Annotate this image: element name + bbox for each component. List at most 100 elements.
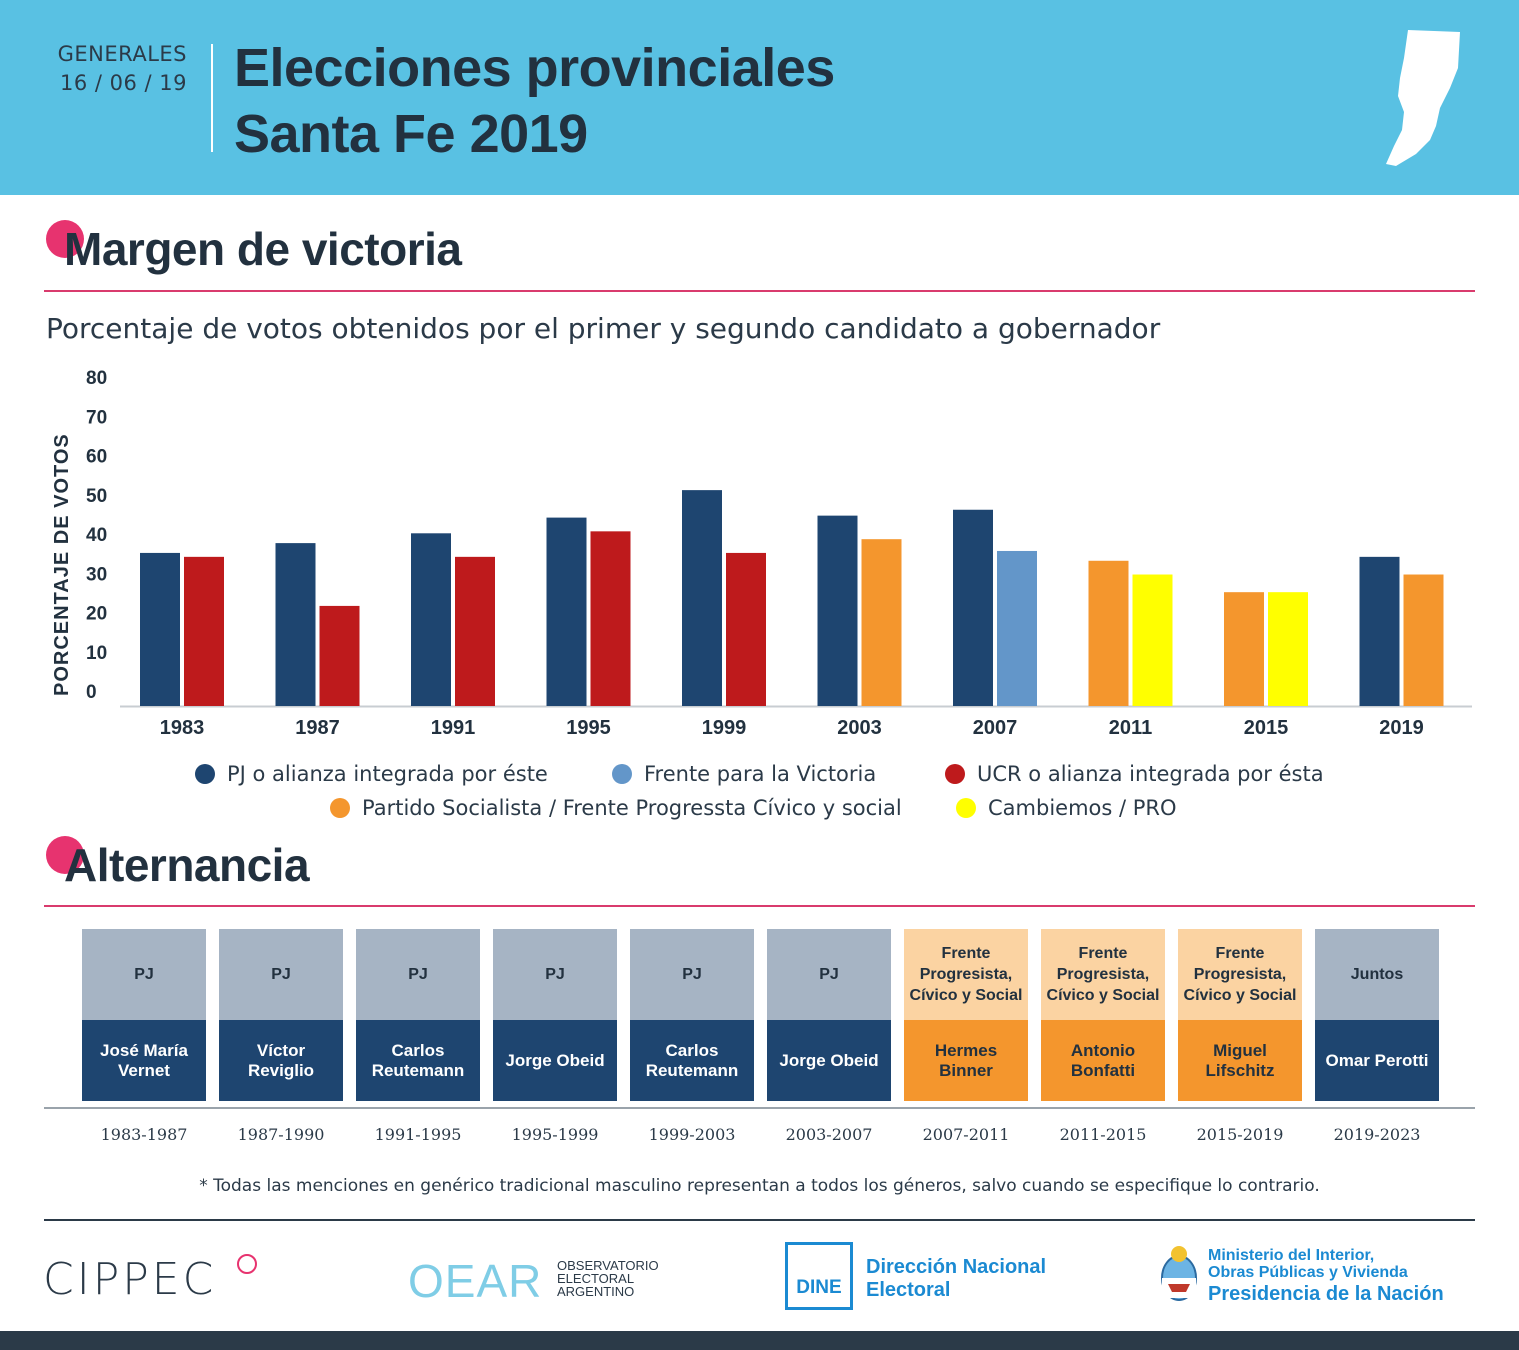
term-governor: Omar Perotti [1315,1020,1439,1101]
national-coat-of-arms-icon [1161,1246,1197,1301]
bar-1991-first [411,533,451,706]
term-governor: Jorge Obeid [493,1020,617,1101]
legend-dot [945,764,965,784]
term-period: 1995-1999 [511,1125,599,1144]
bars [140,490,1444,706]
x-tick-label: 1987 [295,717,340,739]
term-card: PJ Carlos Reutemann [630,929,754,1101]
page-title-line2: Santa Fe 2019 [234,104,588,164]
bar-2011-first [1088,560,1129,706]
y-tick-label: 50 [86,486,107,507]
bar-1995-first [546,517,587,706]
section-title-alternancia: Alternancia [64,839,310,891]
term-party: Frente Progresista, Cívico y Social [1178,929,1302,1020]
x-tick-label: 2015 [1244,717,1289,739]
term-governor: Antonio Bonfatti [1041,1020,1165,1101]
y-tick-label: 40 [86,525,107,546]
oear-logo: OEAR [408,1255,543,1307]
bar-2019-first [1359,556,1400,706]
term-card: Frente Progresista, Cívico y Social Anton… [1041,929,1165,1101]
cippec-mark-icon [237,1254,257,1274]
legend-item-pj: PJ o alianza integrada por éste [195,762,548,786]
y-tick-label: 0 [86,682,97,703]
footer-bar [0,1331,1519,1350]
term-period: 2015-2019 [1196,1125,1284,1144]
term-party: PJ [356,929,480,1020]
x-tick-label: 1991 [431,717,476,739]
bar-chart: PORCENTAJE DE VOTOS 80 70 60 50 40 30 20 10 0 19… [51,370,1472,739]
bar-2003-second [861,539,902,706]
x-tick-label: 2011 [1109,717,1152,739]
section-dot [46,836,84,874]
bar-2007-second [997,550,1037,706]
term-period: 2003-2007 [785,1125,873,1144]
term-party: PJ [219,929,343,1020]
term-period: 1999-2003 [648,1125,736,1144]
term-card: Juntos Omar Perotti [1315,929,1439,1101]
election-type: GENERALES [57,42,187,66]
term-party: PJ [767,929,891,1020]
bar-1987-first [275,543,316,706]
footnote: * Todas las menciones en genérico tradic… [199,1176,1320,1196]
term-card: PJ Carlos Reutemann [356,929,480,1101]
timeline-axis [44,1107,1475,1109]
dine-logo-icon: DINE [785,1242,853,1310]
header-divider [211,44,213,152]
term-party: PJ [82,929,206,1020]
election-date: 16 / 06 / 19 [59,71,187,95]
legend-item-ps: Partido Socialista / Frente Progressta C… [330,796,902,820]
x-tick-label: 2019 [1379,717,1424,739]
x-tick-label: 1999 [702,717,747,739]
legend-dot [330,798,350,818]
bar-1987-second [319,605,360,706]
term-period: 2011-2015 [1059,1125,1147,1144]
term-party: PJ [630,929,754,1020]
bar-1983-second [184,556,224,706]
legend-dot [612,764,632,784]
term-period: 1991-1995 [374,1125,462,1144]
term-period: 1983-1987 [100,1125,188,1144]
bar-2011-second [1132,574,1173,706]
x-ticks: 1983 1987 1991 1995 1999 2003 2007 2011 2015 2019 [160,717,1424,739]
bar-1999-second [726,552,766,706]
y-ticks: 80 70 60 50 40 30 20 10 0 [86,370,107,703]
term-governor: Víctor Reviglio [219,1020,343,1101]
section-divider [44,905,1475,907]
oear-name: OBSERVATORIO ELECTORAL ARGENTINO [557,1258,659,1299]
term-period: 2019-2023 [1333,1125,1421,1144]
term-governor: Carlos Reutemann [356,1020,480,1101]
term-governor: Miguel Lifschitz [1178,1020,1302,1101]
y-tick-label: 20 [86,604,107,625]
term-period: 2007-2011 [922,1125,1010,1144]
cippec-logo: CIPPEC [43,1254,217,1305]
x-tick-label: 1983 [160,717,205,739]
ministerio-name: Ministerio del Interior, Obras Públicas y… [1208,1247,1444,1305]
bar-2015-first [1224,592,1264,706]
term-card: PJ Víctor Reviglio [219,929,343,1101]
term-card: PJ Jorge Obeid [493,929,617,1101]
bar-1983-first [140,552,180,706]
term-party: PJ [493,929,617,1020]
x-tick-label: 2007 [973,717,1018,739]
section-title-margen: Margen de victoria [64,223,462,275]
y-tick-label: 30 [86,564,107,585]
bar-1999-first [682,490,722,706]
legend-item-pro: Cambiemos / PRO [956,796,1177,820]
term-governor: Carlos Reutemann [630,1020,754,1101]
term-card: Frente Progresista, Cívico y Social Herme… [904,929,1028,1101]
section-divider [44,290,1475,292]
page-title-line1: Elecciones provinciales [234,38,835,98]
bar-1995-second [590,531,631,706]
y-tick-label: 80 [86,370,107,389]
y-tick-label: 70 [86,407,107,428]
term-card: Frente Progresista, Cívico y Social Migue… [1178,929,1302,1101]
y-axis-label: PORCENTAJE DE VOTOS [51,433,73,696]
section-dot [46,220,84,258]
term-governor: José María Vernet [82,1020,206,1101]
bar-2019-second [1403,574,1444,706]
x-tick-label: 2003 [837,717,882,739]
legend-item-fpv: Frente para la Victoria [612,762,876,786]
term-period: 1987-1990 [237,1125,325,1144]
header-banner [0,0,1519,195]
bar-2003-first [817,515,858,706]
